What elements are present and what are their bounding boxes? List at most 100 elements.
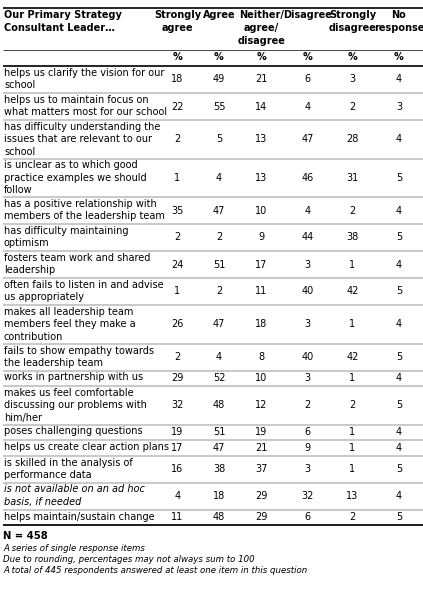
- Text: 13: 13: [346, 491, 359, 501]
- Text: %: %: [348, 52, 357, 62]
- Text: 14: 14: [255, 102, 268, 111]
- Text: works in partnership with us: works in partnership with us: [4, 373, 143, 382]
- Text: %: %: [302, 52, 312, 62]
- Text: often fails to listen in and advise
us appropriately: often fails to listen in and advise us a…: [4, 280, 164, 303]
- Text: 51: 51: [213, 259, 225, 270]
- Text: 5: 5: [396, 464, 402, 474]
- Text: helps us to maintain focus on
what matters most for our school: helps us to maintain focus on what matte…: [4, 95, 167, 118]
- Text: 19: 19: [171, 428, 184, 437]
- Text: 12: 12: [255, 400, 268, 410]
- Text: 5: 5: [396, 512, 402, 523]
- Text: is skilled in the analysis of
performance data: is skilled in the analysis of performanc…: [4, 457, 133, 480]
- Text: Strongly
disagree: Strongly disagree: [329, 10, 376, 33]
- Text: 5: 5: [396, 352, 402, 362]
- Text: 8: 8: [258, 352, 264, 362]
- Text: 47: 47: [213, 205, 225, 216]
- Text: 10: 10: [255, 205, 268, 216]
- Text: Strongly
agree: Strongly agree: [154, 10, 201, 33]
- Text: 29: 29: [255, 512, 268, 523]
- Text: 1: 1: [174, 173, 181, 183]
- Text: 9: 9: [258, 233, 264, 242]
- Text: 5: 5: [396, 400, 402, 410]
- Text: 4: 4: [396, 74, 402, 85]
- Text: N = 458: N = 458: [3, 531, 48, 541]
- Text: 29: 29: [171, 373, 184, 383]
- Text: No
response: No response: [374, 10, 423, 33]
- Text: has difficulty understanding the
issues that are relevant to our
school: has difficulty understanding the issues …: [4, 122, 160, 157]
- Text: %: %: [214, 52, 224, 62]
- Text: 4: 4: [396, 428, 402, 437]
- Text: 47: 47: [213, 443, 225, 452]
- Text: 3: 3: [396, 102, 402, 111]
- Text: makes us feel comfortable
discussing our problems with
him/her: makes us feel comfortable discussing our…: [4, 388, 147, 423]
- Text: 3: 3: [305, 373, 310, 383]
- Text: 35: 35: [171, 205, 184, 216]
- Text: 4: 4: [396, 319, 402, 329]
- Text: 37: 37: [255, 464, 268, 474]
- Text: 13: 13: [255, 173, 268, 183]
- Text: 26: 26: [171, 319, 184, 329]
- Text: A total of 445 respondents answered at least one item in this question: A total of 445 respondents answered at l…: [3, 566, 307, 575]
- Text: helps us clarify the vision for our
school: helps us clarify the vision for our scho…: [4, 68, 165, 90]
- Text: 29: 29: [255, 491, 268, 501]
- Text: 4: 4: [216, 173, 222, 183]
- Text: 52: 52: [213, 373, 225, 383]
- Text: 21: 21: [255, 74, 268, 85]
- Text: 42: 42: [346, 352, 359, 362]
- Text: 2: 2: [174, 134, 181, 144]
- Text: has a positive relationship with
members of the leadership team: has a positive relationship with members…: [4, 199, 165, 222]
- Text: 2: 2: [305, 400, 310, 410]
- Text: 2: 2: [216, 233, 222, 242]
- Text: 38: 38: [346, 233, 359, 242]
- Text: 4: 4: [396, 491, 402, 501]
- Text: 3: 3: [305, 259, 310, 270]
- Text: 1: 1: [349, 464, 356, 474]
- Text: 32: 32: [171, 400, 184, 410]
- Text: Disagree: Disagree: [283, 10, 332, 20]
- Text: 1: 1: [349, 259, 356, 270]
- Text: 4: 4: [216, 352, 222, 362]
- Text: 47: 47: [213, 319, 225, 329]
- Text: 2: 2: [349, 400, 356, 410]
- Text: 1: 1: [349, 443, 356, 452]
- Text: is unclear as to which good
practice examples we should
follow: is unclear as to which good practice exa…: [4, 161, 147, 195]
- Text: 24: 24: [171, 259, 184, 270]
- Text: 5: 5: [396, 173, 402, 183]
- Text: 38: 38: [213, 464, 225, 474]
- Text: 3: 3: [305, 464, 310, 474]
- Text: 11: 11: [171, 512, 184, 523]
- Text: 2: 2: [349, 512, 356, 523]
- Text: 17: 17: [255, 259, 268, 270]
- Text: 4: 4: [396, 205, 402, 216]
- Text: 1: 1: [174, 286, 181, 297]
- Text: 6: 6: [305, 74, 310, 85]
- Text: 5: 5: [396, 233, 402, 242]
- Text: %: %: [173, 52, 182, 62]
- Text: 48: 48: [213, 400, 225, 410]
- Text: 18: 18: [213, 491, 225, 501]
- Text: helps maintain/sustain change: helps maintain/sustain change: [4, 512, 155, 521]
- Text: 10: 10: [255, 373, 268, 383]
- Text: 22: 22: [171, 102, 184, 111]
- Text: 5: 5: [396, 286, 402, 297]
- Text: poses challenging questions: poses challenging questions: [4, 426, 143, 437]
- Text: 42: 42: [346, 286, 359, 297]
- Text: 4: 4: [305, 205, 310, 216]
- Text: 16: 16: [171, 464, 184, 474]
- Text: 1: 1: [349, 319, 356, 329]
- Text: fosters team work and shared
leadership: fosters team work and shared leadership: [4, 253, 150, 275]
- Text: 40: 40: [301, 352, 313, 362]
- Text: 13: 13: [255, 134, 268, 144]
- Text: %: %: [394, 52, 404, 62]
- Text: 17: 17: [171, 443, 184, 452]
- Text: makes all leadership team
members feel they make a
contribution: makes all leadership team members feel t…: [4, 307, 136, 342]
- Text: 32: 32: [301, 491, 314, 501]
- Text: 5: 5: [216, 134, 222, 144]
- Text: 9: 9: [305, 443, 310, 452]
- Text: 44: 44: [301, 233, 313, 242]
- Text: 2: 2: [349, 205, 356, 216]
- Text: 6: 6: [305, 512, 310, 523]
- Text: 21: 21: [255, 443, 268, 452]
- Text: 47: 47: [301, 134, 314, 144]
- Text: 49: 49: [213, 74, 225, 85]
